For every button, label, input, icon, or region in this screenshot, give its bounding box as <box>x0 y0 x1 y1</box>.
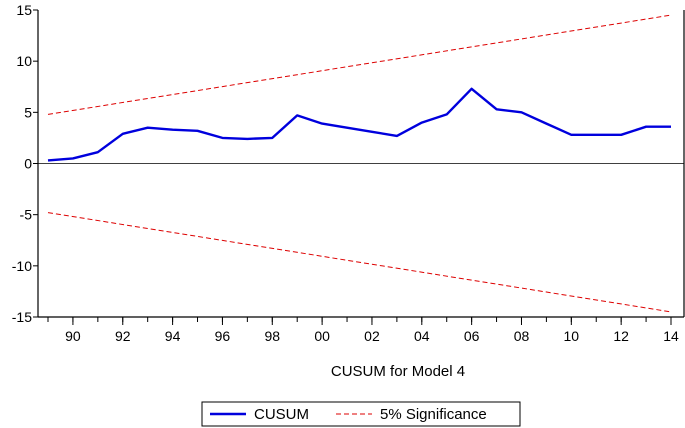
series-line-5-significance <box>47 14 672 115</box>
plot-area: -15 -10 -5 0 5 10 15 90 92 94 96 98 00 02 04 06 08 10 12 14 <box>12 2 685 344</box>
x-tick-label: 04 <box>414 328 430 344</box>
y-tick-label: 5 <box>24 104 32 120</box>
y-tick-label: 10 <box>16 53 32 69</box>
x-tick-label: 00 <box>314 328 330 344</box>
y-tick-label: -5 <box>20 207 33 223</box>
x-tick-label: 90 <box>65 328 81 344</box>
x-tick-label: 92 <box>115 328 131 344</box>
x-tick-label: 06 <box>464 328 480 344</box>
legend-label-cusum: CUSUM <box>254 406 309 423</box>
y-tick-label: -10 <box>12 258 32 274</box>
x-tick-label: 12 <box>613 328 629 344</box>
x-tick-label: 98 <box>264 328 280 344</box>
y-tick-label: -15 <box>12 309 32 325</box>
y-tick-label: 15 <box>16 2 32 18</box>
x-tick-label: 02 <box>364 328 380 344</box>
y-tick-label: 0 <box>24 156 32 172</box>
series-line-cusum <box>47 87 671 162</box>
x-tick-label: 08 <box>514 328 530 344</box>
x-tick-label: 94 <box>165 328 181 344</box>
legend: CUSUM 5% Significance <box>201 401 521 427</box>
x-tick-label: 10 <box>564 328 580 344</box>
legend-label-significance: 5% Significance <box>380 406 487 423</box>
x-tick-label: 96 <box>215 328 231 344</box>
x-tick-label: 14 <box>663 328 679 344</box>
x-axis-title: CUSUM for Model 4 <box>331 363 465 380</box>
series-line-significance-lower <box>47 212 672 313</box>
